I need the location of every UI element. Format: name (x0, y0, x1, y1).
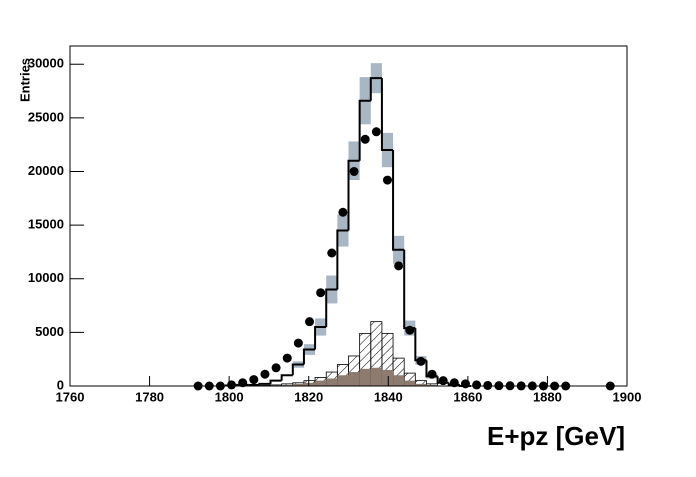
data-point (316, 288, 326, 298)
data-point (394, 261, 404, 271)
histogram-step (336, 229, 349, 290)
x-tick-label: 1880 (533, 389, 562, 404)
filled-bar (281, 384, 293, 386)
y-tick-label: 25000 (28, 109, 64, 124)
filled-bar (315, 380, 327, 386)
histogram-step (314, 326, 327, 350)
data-point (460, 379, 470, 389)
x-tick-label: 1780 (135, 389, 164, 404)
histogram-step (369, 77, 382, 101)
filled-bar (326, 378, 338, 386)
data-point (405, 325, 415, 335)
frame (69, 45, 628, 387)
filled-bar (404, 380, 416, 386)
data-point (483, 380, 493, 390)
data-point (260, 369, 270, 379)
x-axis-title: E+pz [GeV] (487, 421, 625, 451)
data-point (227, 380, 237, 390)
data-point (349, 166, 359, 176)
filled-bar (426, 384, 438, 386)
data-point (472, 380, 482, 390)
filled-bar (359, 368, 371, 386)
y-tick-label: 10000 (28, 270, 64, 285)
data-point (249, 375, 259, 385)
data-point (360, 134, 370, 144)
plot-area (193, 63, 615, 391)
filled-bar (381, 369, 394, 386)
data-point (305, 317, 315, 327)
data-point (282, 353, 292, 363)
x-tick-label: 1820 (294, 389, 323, 404)
data-point (271, 363, 281, 373)
histogram-step (291, 363, 304, 376)
x-tick-label: 1860 (453, 389, 482, 404)
data-point (238, 378, 248, 388)
filled-bar (292, 383, 304, 386)
histogram-step (280, 374, 293, 381)
filled-bar (370, 367, 382, 386)
x-tick-label: 1760 (56, 389, 85, 404)
filled-bar (393, 375, 405, 386)
x-tick-label: 1800 (215, 389, 244, 404)
data-point (382, 175, 392, 185)
y-axis-title: Entries (17, 58, 32, 102)
data-point (293, 338, 303, 348)
data-point (327, 248, 337, 258)
histogram-step (269, 379, 282, 384)
histogram-step (392, 150, 405, 251)
histogram-step (302, 348, 316, 365)
data-point (371, 127, 381, 137)
filled-bar (415, 383, 427, 386)
histogram-step (358, 99, 371, 161)
y-tick-label: 0 (57, 377, 64, 392)
data-point (449, 378, 459, 388)
x-tick-label: 1840 (374, 389, 403, 404)
y-tick-label: 15000 (28, 217, 64, 232)
filled-bar (303, 382, 316, 386)
filled-bar (348, 372, 360, 386)
histogram-step (325, 288, 338, 328)
data-point (427, 369, 437, 379)
filled-bar (337, 375, 349, 386)
data-point (338, 207, 348, 217)
histogram-step (347, 159, 360, 231)
data-point (438, 376, 448, 386)
x-tick-label: 1900 (613, 389, 642, 404)
y-tick-label: 20000 (28, 163, 64, 178)
histogram-step (380, 78, 394, 152)
y-tick-label: 5000 (35, 324, 64, 339)
histogram-step (258, 382, 271, 385)
y-tick-label: 30000 (28, 56, 64, 71)
data-point (416, 356, 426, 366)
